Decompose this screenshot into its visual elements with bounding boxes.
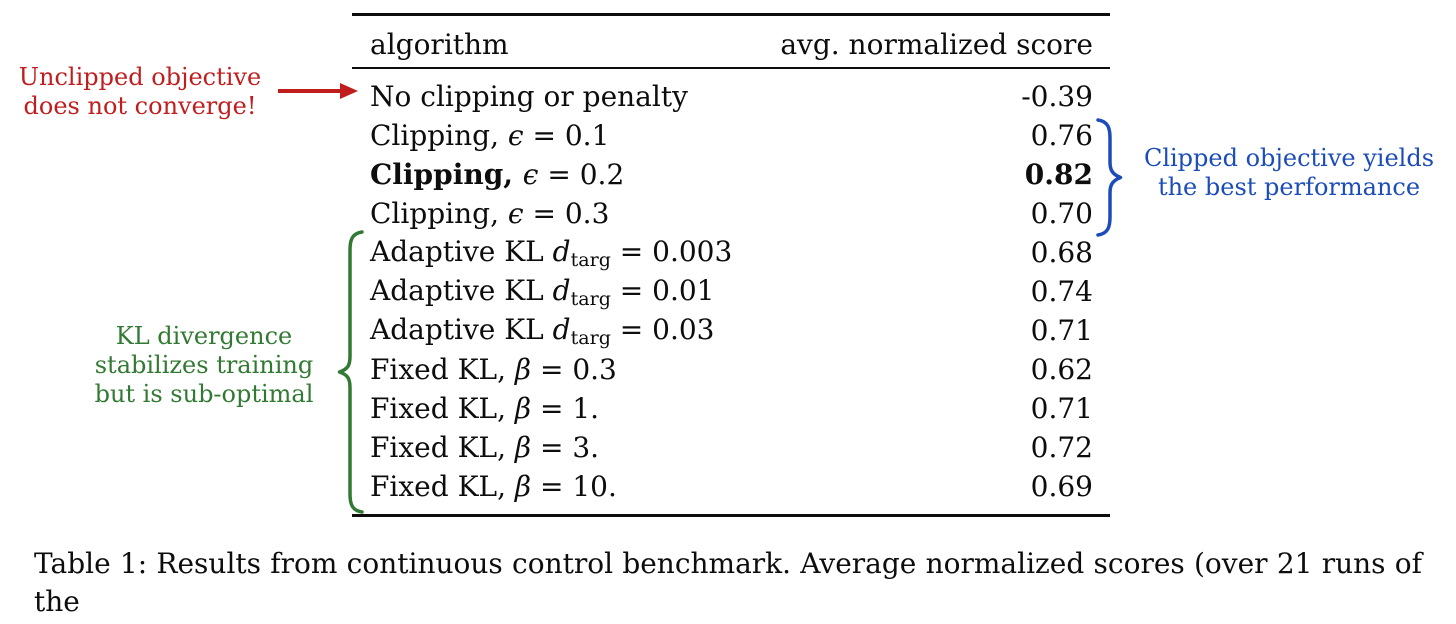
table-row: Fixed KL, β = 10. 0.69: [352, 467, 1110, 506]
annotation-clipped: Clipped objective yields the best perfor…: [1126, 144, 1452, 202]
table-row: Clipping, ϵ = 0.2 0.82: [352, 155, 1110, 194]
table-row: Fixed KL, β = 1. 0.71: [352, 389, 1110, 428]
table-row: Adaptive KL dtarg = 0.003 0.68: [352, 233, 1110, 272]
algorithm-cell: Clipping, ϵ = 0.3: [370, 197, 610, 230]
score-cell: 0.62: [1030, 353, 1093, 386]
algorithm-cell: Clipping, ϵ = 0.2: [370, 158, 625, 191]
score-cell: 0.74: [1030, 275, 1093, 308]
score-cell: 0.71: [1030, 314, 1093, 347]
caption-line1: Table 1: Results from continuous control…: [34, 547, 1422, 618]
annotation-clipped-line2: the best performance: [1157, 173, 1421, 201]
table-mid-rule: [352, 67, 1110, 69]
table-row: Clipping, ϵ = 0.1 0.76: [352, 116, 1110, 155]
annotation-unclipped: Unclipped objective does not converge!: [8, 63, 272, 121]
header-score: avg. normalized score: [780, 28, 1093, 61]
annotation-kl-line2: stabilizes training: [94, 351, 314, 379]
algorithm-cell: Fixed KL, β = 10.: [370, 470, 617, 503]
algorithm-cell: Fixed KL, β = 0.3: [370, 353, 617, 386]
score-cell: 0.76: [1030, 119, 1093, 152]
algorithm-cell: Adaptive KL dtarg = 0.01: [370, 273, 715, 310]
algorithm-cell: Adaptive KL dtarg = 0.003: [370, 234, 733, 271]
table-header-row: algorithm avg. normalized score: [352, 16, 1110, 67]
annotation-unclipped-line2: does not converge!: [23, 92, 257, 120]
results-table: algorithm avg. normalized score No clipp…: [352, 13, 1110, 517]
algorithm-cell: Clipping, ϵ = 0.1: [370, 119, 610, 152]
score-cell: 0.68: [1030, 236, 1093, 269]
table-row: Adaptive KL dtarg = 0.03 0.71: [352, 311, 1110, 350]
table-top-rule: [352, 13, 1110, 16]
algorithm-cell: No clipping or penalty: [370, 80, 688, 113]
annotation-kl-line1: KL divergence: [115, 322, 293, 350]
score-cell: 0.72: [1030, 431, 1093, 464]
score-cell: 0.71: [1030, 392, 1093, 425]
annotation-clipped-line1: Clipped objective yields: [1143, 144, 1435, 172]
score-cell: 0.69: [1030, 470, 1093, 503]
table-row: Adaptive KL dtarg = 0.01 0.74: [352, 272, 1110, 311]
score-cell: 0.82: [1024, 158, 1093, 191]
score-cell: 0.70: [1030, 197, 1093, 230]
red-arrow-icon: [278, 83, 358, 99]
table-rows: No clipping or penalty -0.39 Clipping, ϵ =…: [352, 69, 1110, 514]
green-brace-icon: [337, 230, 364, 514]
algorithm-cell: Fixed KL, β = 3.: [370, 431, 600, 464]
blue-brace-icon: [1096, 118, 1123, 237]
score-cell: -0.39: [1021, 80, 1093, 113]
table-row: Fixed KL, β = 3. 0.72: [352, 428, 1110, 467]
annotation-kl-line3: but is sub-optimal: [94, 380, 314, 408]
annotation-kl: KL divergence stabilizes training but is…: [72, 322, 336, 409]
table-bottom-rule: [352, 514, 1110, 517]
header-algorithm: algorithm: [370, 28, 509, 61]
table-row: Fixed KL, β = 0.3 0.62: [352, 350, 1110, 389]
table-caption: Table 1: Results from continuous control…: [34, 545, 1422, 624]
algorithm-cell: Adaptive KL dtarg = 0.03: [370, 312, 715, 349]
algorithm-cell: Fixed KL, β = 1.: [370, 392, 600, 425]
table-row: Clipping, ϵ = 0.3 0.70: [352, 194, 1110, 233]
annotation-unclipped-line1: Unclipped objective: [18, 63, 262, 91]
table-row: No clipping or penalty -0.39: [352, 77, 1110, 116]
